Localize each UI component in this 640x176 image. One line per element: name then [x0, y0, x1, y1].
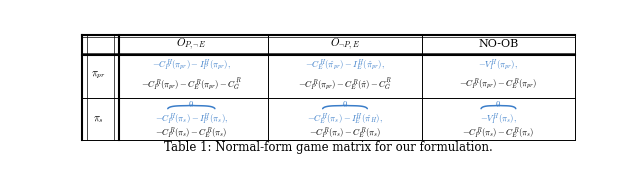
Text: $-C_P^R(\pi_s) - C_E^R(\pi_s)$: $-C_P^R(\pi_s) - C_E^R(\pi_s)$ — [155, 125, 227, 141]
Text: $-C_P^H(\pi_{pr}) - I_P^H(\pi_{pr}),$: $-C_P^H(\pi_{pr}) - I_P^H(\pi_{pr}),$ — [152, 58, 231, 73]
Text: $-V_I^H(\pi_{pr}),$: $-V_I^H(\pi_{pr}),$ — [479, 58, 518, 73]
Text: NO-OB: NO-OB — [478, 39, 518, 49]
Text: $-C_P^R(\pi_{pr}) - C_E^R(\pi_{pr}) - C_{\hat{G}}^R$: $-C_P^R(\pi_{pr}) - C_E^R(\pi_{pr}) - C_… — [141, 76, 242, 93]
Text: $-C_P^H(\pi_s)-I_P^H(\pi_s),$: $-C_P^H(\pi_s)-I_P^H(\pi_s),$ — [155, 112, 228, 127]
Text: $O_{\neg P, E}$: $O_{\neg P, E}$ — [330, 36, 360, 52]
Text: $O_{P,\neg E}$: $O_{P,\neg E}$ — [176, 36, 206, 52]
Text: $\pi_{pr}$: $\pi_{pr}$ — [91, 70, 106, 81]
Text: $-C_E^H(\hat{\pi}_{pr}) - I_E^H(\hat{\pi}_{pr}),$: $-C_E^H(\hat{\pi}_{pr}) - I_E^H(\hat{\pi… — [305, 58, 385, 73]
Text: $0$: $0$ — [188, 99, 195, 109]
Text: $-C_E^H(\pi_s)-I_E^H(\hat{\pi}_H),$: $-C_E^H(\pi_s)-I_E^H(\hat{\pi}_H),$ — [307, 112, 383, 127]
Text: Table 1: Normal-form game matrix for our formulation.: Table 1: Normal-form game matrix for our… — [164, 141, 492, 154]
Text: $-C_P^R(\pi_{pr}) - C_E^R(\pi_{pr})$: $-C_P^R(\pi_{pr}) - C_E^R(\pi_{pr})$ — [460, 77, 538, 92]
Text: $-C_P^R(\pi_s) - C_E^R(\pi_s)$: $-C_P^R(\pi_s) - C_E^R(\pi_s)$ — [462, 125, 534, 141]
Text: $\pi_s$: $\pi_s$ — [93, 114, 104, 125]
Text: $-C_P^R(\pi_s) - C_E^R(\pi_s)$: $-C_P^R(\pi_s) - C_E^R(\pi_s)$ — [309, 125, 381, 141]
Text: $0$: $0$ — [342, 99, 348, 109]
Text: $-C_P^R(\pi_{pr}) - C_E^R(\hat{\pi}) - C_{\hat{G}}^R$: $-C_P^R(\pi_{pr}) - C_E^R(\hat{\pi}) - C… — [298, 76, 392, 93]
Text: $-V_I^H(\pi_s),$: $-V_I^H(\pi_s),$ — [480, 112, 517, 127]
Text: $0$: $0$ — [495, 99, 501, 109]
